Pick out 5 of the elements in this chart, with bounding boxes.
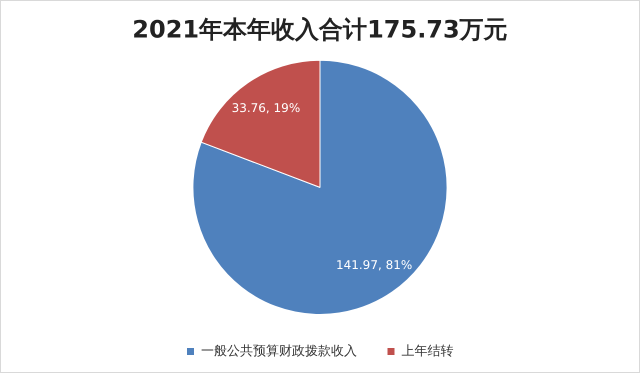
legend-label: 上年结转	[402, 344, 454, 359]
chart-title: 2021年本年收入合计175.73万元	[132, 16, 508, 44]
data-label: 141.97, 81%	[336, 258, 412, 272]
data-label: 33.76, 19%	[232, 101, 300, 116]
legend-label: 一般公共预算财政拨款收入	[201, 344, 357, 359]
